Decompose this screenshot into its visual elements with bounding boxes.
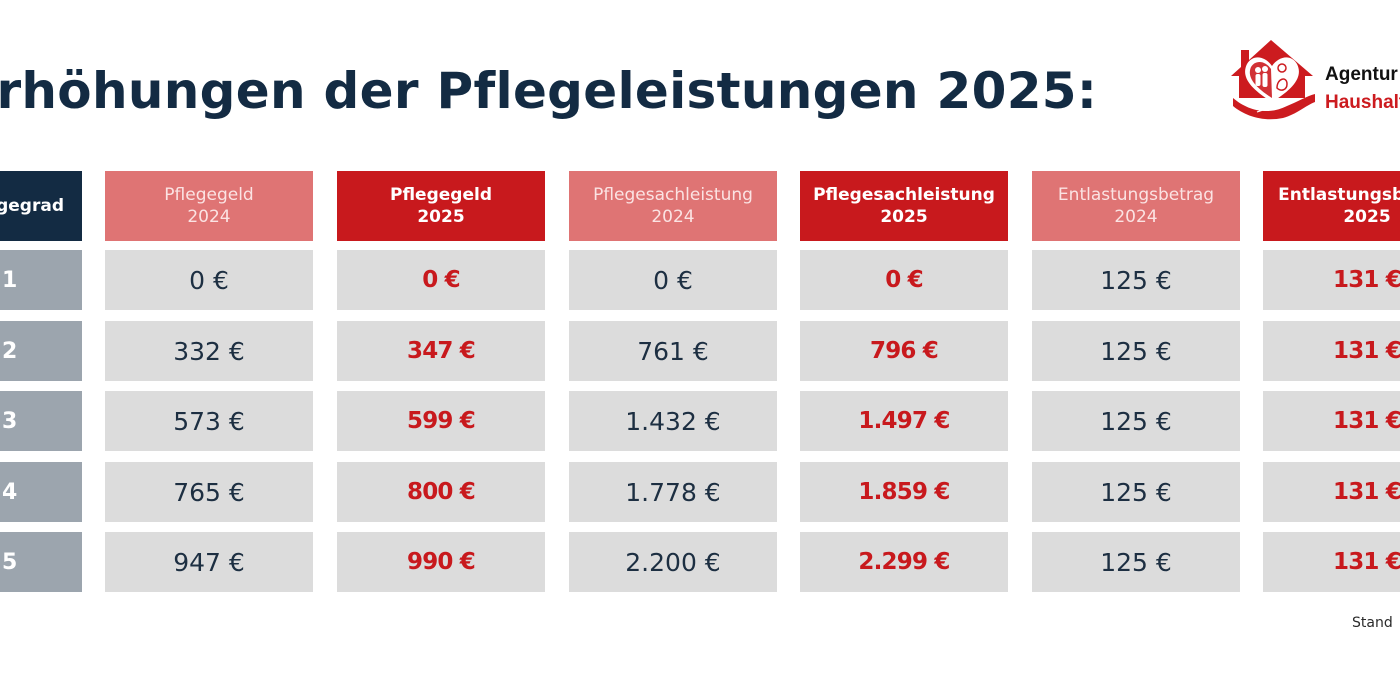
column-header-label: Pflegegrad <box>0 196 64 216</box>
footnote-stand: Stand <box>1352 615 1393 631</box>
table-cell: 1.432 € <box>569 391 777 451</box>
grade-value: 5 <box>2 549 18 575</box>
table-cell: 2.200 € <box>569 532 777 592</box>
column-header-pflegegeld-2025: Pflegegeld 2025 <box>337 171 545 241</box>
page-title: Erhöhungen der Pflegeleistungen 2025: <box>0 62 1098 120</box>
cell-value: 131 € <box>1332 549 1400 575</box>
table-cell: 125 € <box>1032 250 1240 310</box>
table-cell: 125 € <box>1032 391 1240 451</box>
grade-value: 2 <box>2 338 18 364</box>
cell-value: 131 € <box>1332 338 1400 364</box>
cell-value: 332 € <box>173 336 245 366</box>
table-cell: 761 € <box>569 321 777 381</box>
cell-value: 2.299 € <box>858 549 950 575</box>
table-cell: 0 € <box>337 250 545 310</box>
table-row-grade-2: 2 <box>0 321 82 381</box>
cell-value: 2.200 € <box>625 547 721 577</box>
cell-value: 0 € <box>422 267 460 293</box>
cell-value: 125 € <box>1100 265 1172 295</box>
cell-value: 1.859 € <box>858 479 950 505</box>
logo-text-line2: Haushalt <box>1325 92 1400 113</box>
cell-value: 765 € <box>173 477 245 507</box>
cell-value: 125 € <box>1100 477 1172 507</box>
grade-value: 1 <box>2 267 18 293</box>
grade-value: 3 <box>2 408 18 434</box>
column-header-pflegegrad: Pflegegrad <box>0 171 82 241</box>
cell-value: 131 € <box>1332 267 1400 293</box>
column-header-label: Entlastungsbetrag <box>1057 185 1215 205</box>
table-cell: 796 € <box>800 321 1008 381</box>
column-header-entlastungsbetrag-2024: Entlastungsbetrag 2024 <box>1032 171 1240 241</box>
column-header-label: Entlastungsbetrag <box>1278 185 1400 205</box>
cell-value: 796 € <box>869 338 939 364</box>
table-cell: 573 € <box>105 391 313 451</box>
column-header-year: 2025 <box>417 207 465 227</box>
column-header-entlastungsbetrag-2025: Entlastungsbetrag 2025 <box>1263 171 1400 241</box>
table-cell: 599 € <box>337 391 545 451</box>
table-row-grade-1: 1 <box>0 250 82 310</box>
cell-value: 761 € <box>637 336 709 366</box>
cell-value: 125 € <box>1100 547 1172 577</box>
column-header-pflegegeld-2024: Pflegegeld 2024 <box>105 171 313 241</box>
table-cell: 131 € <box>1263 532 1400 592</box>
cell-value: 0 € <box>885 267 923 293</box>
table-cell: 990 € <box>337 532 545 592</box>
cell-value: 599 € <box>406 408 476 434</box>
table-cell: 131 € <box>1263 250 1400 310</box>
table-cell: 125 € <box>1032 532 1240 592</box>
column-header-label: Pflegesachleistung <box>813 185 995 205</box>
grade-value: 4 <box>2 479 18 505</box>
cell-value: 1.497 € <box>858 408 950 434</box>
table-cell: 1.859 € <box>800 462 1008 522</box>
cell-value: 131 € <box>1332 479 1400 505</box>
table-row-grade-5: 5 <box>0 532 82 592</box>
column-header-pflegesachleistung-2025: Pflegesachleistung 2025 <box>800 171 1008 241</box>
company-logo: Agentur Haushalt <box>1227 36 1400 126</box>
cell-value: 800 € <box>406 479 476 505</box>
table-cell: 1.497 € <box>800 391 1008 451</box>
table-cell: 0 € <box>569 250 777 310</box>
table-cell: 347 € <box>337 321 545 381</box>
table-cell: 947 € <box>105 532 313 592</box>
column-header-pflegesachleistung-2024: Pflegesachleistung 2024 <box>569 171 777 241</box>
cell-value: 347 € <box>406 338 476 364</box>
column-header-year: 2024 <box>1114 207 1158 227</box>
column-header-label: Pflegegeld <box>164 185 254 205</box>
table-cell: 131 € <box>1263 391 1400 451</box>
column-header-year: 2024 <box>651 207 695 227</box>
column-header-label: Pflegesachleistung <box>593 185 753 205</box>
table-cell: 800 € <box>337 462 545 522</box>
table-cell: 0 € <box>800 250 1008 310</box>
table-cell: 765 € <box>105 462 313 522</box>
table-cell: 131 € <box>1263 462 1400 522</box>
column-header-year: 2024 <box>187 207 231 227</box>
table-cell: 1.778 € <box>569 462 777 522</box>
cell-value: 573 € <box>173 406 245 436</box>
cell-value: 131 € <box>1332 408 1400 434</box>
cell-value: 947 € <box>173 547 245 577</box>
cell-value: 125 € <box>1100 336 1172 366</box>
cell-value: 1.778 € <box>625 477 721 507</box>
cell-value: 0 € <box>653 265 693 295</box>
table-row-grade-3: 3 <box>0 391 82 451</box>
column-header-year: 2025 <box>1343 207 1391 227</box>
column-header-year: 2025 <box>880 207 928 227</box>
logo-text-line1: Agentur <box>1325 64 1398 85</box>
table-cell: 125 € <box>1032 462 1240 522</box>
house-heart-hand-icon <box>1231 40 1315 120</box>
table-cell: 0 € <box>105 250 313 310</box>
column-header-label: Pflegegeld <box>390 185 492 205</box>
table-row-grade-4: 4 <box>0 462 82 522</box>
cell-value: 125 € <box>1100 406 1172 436</box>
cell-value: 990 € <box>406 549 476 575</box>
table-cell: 131 € <box>1263 321 1400 381</box>
table-cell: 125 € <box>1032 321 1240 381</box>
cell-value: 1.432 € <box>625 406 721 436</box>
table-cell: 2.299 € <box>800 532 1008 592</box>
table-cell: 332 € <box>105 321 313 381</box>
cell-value: 0 € <box>189 265 229 295</box>
